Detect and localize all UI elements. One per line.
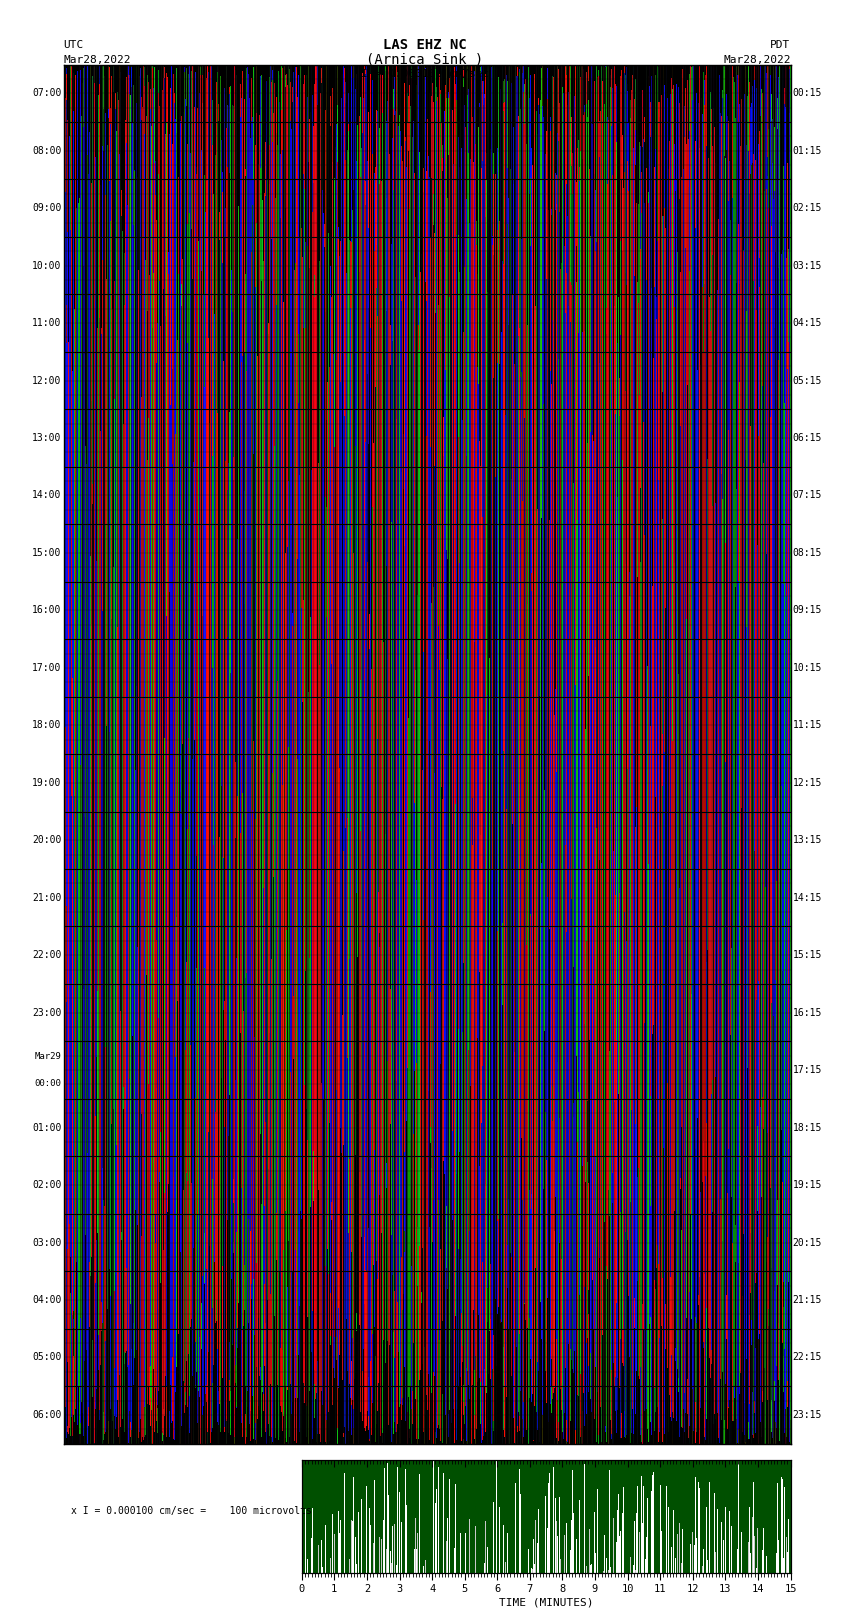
Text: 13:00: 13:00	[32, 432, 61, 444]
Text: 15:00: 15:00	[32, 548, 61, 558]
Text: x I = 0.000100 cm/sec =    100 microvolts: x I = 0.000100 cm/sec = 100 microvolts	[71, 1505, 311, 1516]
Text: 23:15: 23:15	[793, 1410, 822, 1419]
Text: 07:15: 07:15	[793, 490, 822, 500]
Text: Mar29: Mar29	[35, 1052, 61, 1061]
Text: 01:00: 01:00	[32, 1123, 61, 1132]
Text: 06:15: 06:15	[793, 432, 822, 444]
Text: 01:15: 01:15	[793, 145, 822, 156]
Text: 10:00: 10:00	[32, 261, 61, 271]
Text: 22:15: 22:15	[793, 1352, 822, 1363]
Text: 19:00: 19:00	[32, 777, 61, 787]
Text: Mar28,2022: Mar28,2022	[723, 55, 791, 65]
Text: 00:15: 00:15	[793, 89, 822, 98]
Text: 08:15: 08:15	[793, 548, 822, 558]
Text: 10:15: 10:15	[793, 663, 822, 673]
Text: 08:00: 08:00	[32, 145, 61, 156]
Text: 23:00: 23:00	[32, 1008, 61, 1018]
Text: 18:00: 18:00	[32, 721, 61, 731]
Text: 04:00: 04:00	[32, 1295, 61, 1305]
Text: 03:15: 03:15	[793, 261, 822, 271]
Text: 18:15: 18:15	[793, 1123, 822, 1132]
Text: 03:00: 03:00	[32, 1237, 61, 1247]
Text: 06:00: 06:00	[32, 1410, 61, 1419]
Text: (Arnica Sink ): (Arnica Sink )	[366, 53, 484, 66]
Text: 09:00: 09:00	[32, 203, 61, 213]
Text: 15:15: 15:15	[793, 950, 822, 960]
Text: 11:00: 11:00	[32, 318, 61, 327]
Text: PDT: PDT	[770, 40, 790, 50]
Text: 05:00: 05:00	[32, 1352, 61, 1363]
Text: 11:15: 11:15	[793, 721, 822, 731]
Text: 17:15: 17:15	[793, 1065, 822, 1076]
Text: 20:00: 20:00	[32, 836, 61, 845]
Text: UTC: UTC	[64, 40, 84, 50]
X-axis label: TIME (MINUTES): TIME (MINUTES)	[499, 1597, 593, 1607]
Text: 17:00: 17:00	[32, 663, 61, 673]
Text: 05:15: 05:15	[793, 376, 822, 386]
Text: 04:15: 04:15	[793, 318, 822, 327]
Text: Mar28,2022: Mar28,2022	[64, 55, 131, 65]
Text: LAS EHZ NC: LAS EHZ NC	[383, 39, 467, 52]
Text: 20:15: 20:15	[793, 1237, 822, 1247]
Text: 09:15: 09:15	[793, 605, 822, 616]
Text: 13:15: 13:15	[793, 836, 822, 845]
Text: 16:15: 16:15	[793, 1008, 822, 1018]
Text: I = 0.000100 cm/sec: I = 0.000100 cm/sec	[361, 69, 489, 79]
Text: 12:00: 12:00	[32, 376, 61, 386]
Text: 21:15: 21:15	[793, 1295, 822, 1305]
Text: 21:00: 21:00	[32, 892, 61, 903]
Text: 02:00: 02:00	[32, 1181, 61, 1190]
Text: 19:15: 19:15	[793, 1181, 822, 1190]
Text: 14:00: 14:00	[32, 490, 61, 500]
Text: 07:00: 07:00	[32, 89, 61, 98]
Text: 22:00: 22:00	[32, 950, 61, 960]
Text: 00:00: 00:00	[35, 1079, 61, 1089]
Text: 02:15: 02:15	[793, 203, 822, 213]
Text: 12:15: 12:15	[793, 777, 822, 787]
Text: 16:00: 16:00	[32, 605, 61, 616]
Text: 14:15: 14:15	[793, 892, 822, 903]
